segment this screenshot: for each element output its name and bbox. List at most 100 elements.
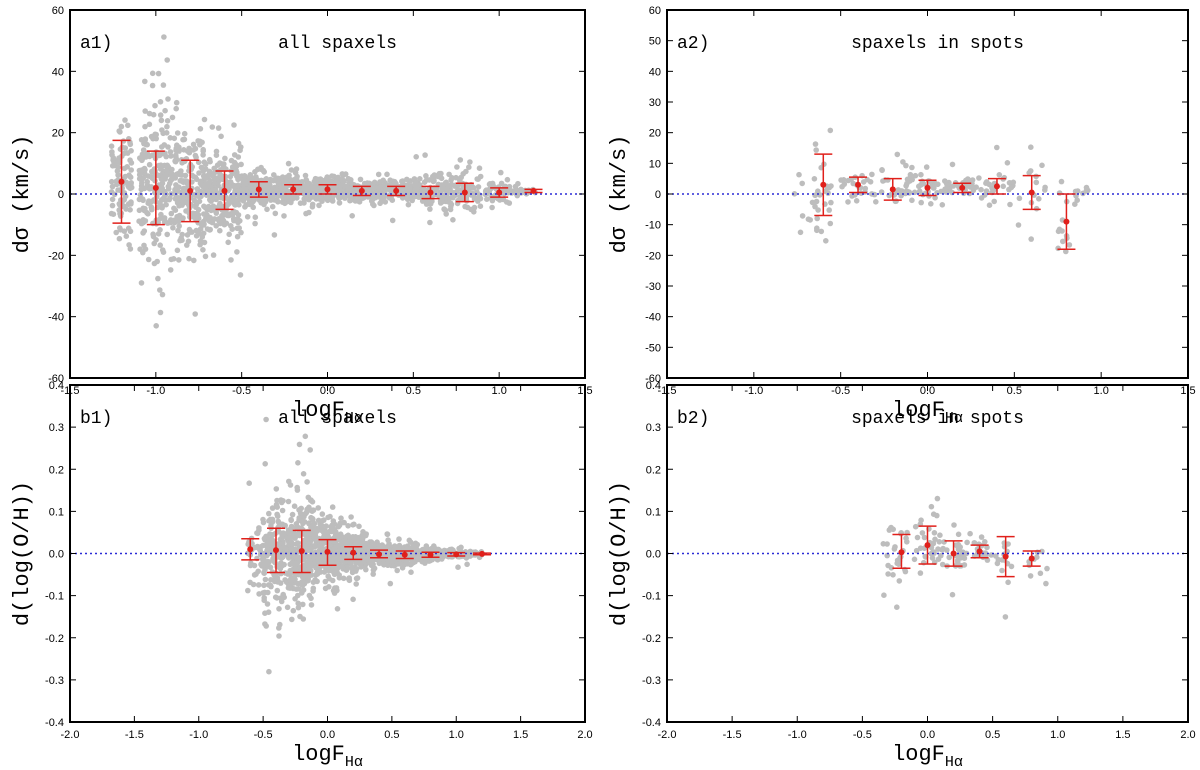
scatter-point xyxy=(326,575,333,582)
scatter-point xyxy=(366,558,372,565)
scatter-point xyxy=(122,145,129,151)
scatter-point xyxy=(1033,179,1040,186)
scatter-point xyxy=(264,601,271,607)
scatter-point xyxy=(242,173,248,180)
scatter-point xyxy=(157,215,164,222)
scatter-point xyxy=(201,159,208,165)
scatter-point xyxy=(176,184,182,190)
scatter-point xyxy=(342,171,349,177)
scatter-point xyxy=(463,184,469,191)
scatter-point xyxy=(888,565,895,571)
scatter-point xyxy=(1059,228,1065,234)
x-axis-title-main: logF xyxy=(292,742,345,767)
scatter-point xyxy=(255,545,262,552)
scatter-point xyxy=(946,554,952,561)
scatter-point xyxy=(389,217,396,224)
scatter-point xyxy=(293,549,299,555)
scatter-point xyxy=(263,187,270,193)
scatter-point xyxy=(912,523,919,530)
scatter-point xyxy=(149,70,156,77)
scatter-point xyxy=(296,441,303,448)
scatter-point xyxy=(326,584,332,590)
scatter-point xyxy=(162,172,168,179)
scatter-point xyxy=(304,191,311,198)
scatter-point xyxy=(116,235,123,242)
scatter-point xyxy=(157,242,163,248)
y-axis: -60 -40 -20 0 20 40 60 xyxy=(48,5,585,385)
scatter-point xyxy=(1074,188,1081,194)
y-tick-label: 20 xyxy=(649,128,661,140)
scatter-point xyxy=(281,594,288,601)
scatter-point xyxy=(144,178,150,185)
scatter-point xyxy=(342,559,349,565)
scatter-point xyxy=(909,197,915,204)
x-tick-label: 1.0 xyxy=(1050,729,1065,741)
scatter-point xyxy=(157,99,164,105)
scatter-point xyxy=(157,227,163,233)
scatter-point xyxy=(310,516,316,523)
scatter-point xyxy=(293,554,299,560)
scatter-point xyxy=(312,533,319,539)
scatter-point xyxy=(944,182,950,188)
scatter-point xyxy=(190,173,196,179)
scatter-point xyxy=(229,211,236,218)
panel-a1: -1.5 -1.0 -0.5 0.0 0.5 1.0 1.5-60-40-200204060… xyxy=(10,5,593,427)
scatter-point xyxy=(896,578,903,584)
scatter-point xyxy=(909,164,915,171)
scatter-point xyxy=(173,99,180,106)
scatter-point xyxy=(291,503,298,510)
bin-mean-point xyxy=(950,550,957,557)
scatter-point xyxy=(186,255,192,262)
scatter-point xyxy=(251,562,258,569)
scatter-point xyxy=(182,199,188,206)
scatter-point xyxy=(136,207,143,214)
scatter-point xyxy=(389,559,396,565)
scatter-point xyxy=(827,127,834,134)
scatter-point xyxy=(252,214,259,220)
scatter-point xyxy=(122,117,128,123)
scatter-point xyxy=(981,192,988,198)
scatter-point xyxy=(323,523,330,529)
scatter-point xyxy=(1002,614,1009,620)
scatter-point xyxy=(308,497,314,503)
scatter-point xyxy=(448,177,454,183)
scatter-point xyxy=(370,201,376,207)
scatter-point xyxy=(221,221,228,228)
scatter-point xyxy=(268,522,274,529)
scatter-point xyxy=(205,203,212,210)
scatter-point xyxy=(928,503,935,510)
bin-mean-point xyxy=(993,183,1000,190)
scatter-point xyxy=(158,182,165,188)
scatter-point xyxy=(240,198,247,204)
scatter-point xyxy=(271,578,278,585)
y-tick-label: -0.4 xyxy=(45,717,64,729)
scatter-point xyxy=(231,217,237,224)
x-tick-label: -0.5 xyxy=(254,729,273,741)
scatter-point xyxy=(234,249,240,255)
scatter-point xyxy=(217,220,223,227)
x-axis-title: logFHα xyxy=(292,398,363,427)
scatter-point xyxy=(228,223,234,229)
y-tick-label: 40 xyxy=(649,66,661,78)
scatter-point xyxy=(234,233,241,240)
scatter-point xyxy=(305,576,312,582)
scatter-point xyxy=(932,195,938,201)
scatter-point xyxy=(354,198,360,204)
scatter-point xyxy=(913,547,920,554)
scatter-point xyxy=(869,171,875,178)
scatter-point xyxy=(157,287,163,293)
scatter-point xyxy=(839,183,845,190)
scatter-point xyxy=(394,567,401,574)
bin-mean-point xyxy=(924,184,931,191)
scatter-point xyxy=(456,545,462,552)
scatter-point xyxy=(463,168,469,175)
scatter-point xyxy=(329,504,336,510)
scatter-point xyxy=(174,247,181,254)
scatter-point xyxy=(145,256,152,263)
scatter-point xyxy=(231,152,238,158)
x-tick-label: -1.0 xyxy=(744,385,763,397)
scatter-point xyxy=(279,521,286,528)
errorbar xyxy=(421,551,440,559)
scatter-point xyxy=(869,191,875,197)
scatter-point xyxy=(487,181,493,187)
